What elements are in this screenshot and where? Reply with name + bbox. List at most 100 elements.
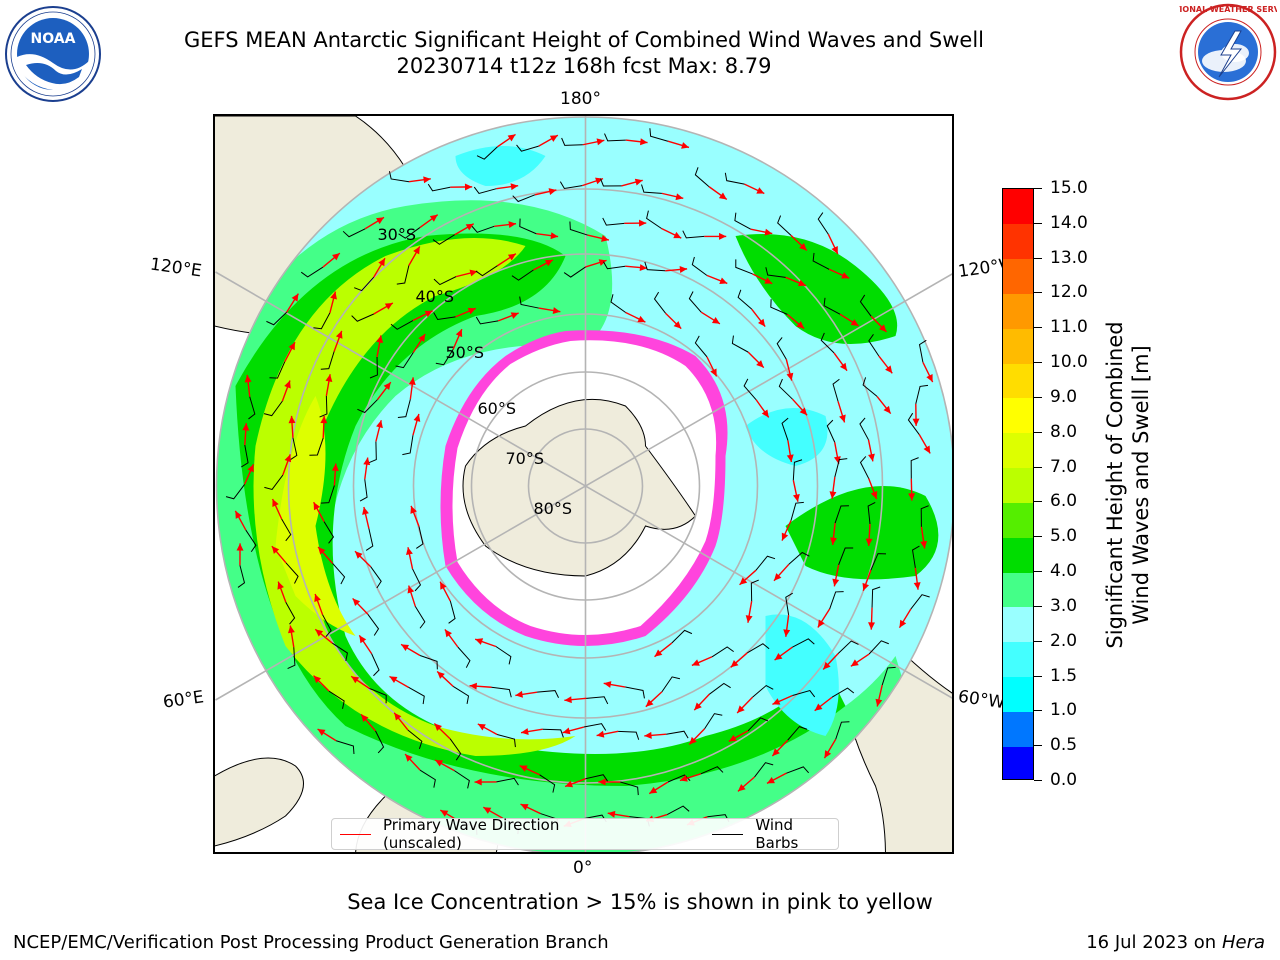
wind-barb [519,218,537,235]
colorbar-segment [1003,502,1033,538]
wave-arrow-head [817,619,825,628]
colorbar-tick-label: 0.0 [1050,770,1078,790]
wind-barb [792,689,816,698]
graticule [215,116,952,852]
wind-barb [287,647,296,670]
colorbar-label: Significant Height of Combined Wind Waves… [1102,321,1154,648]
colorbar-tick [1034,431,1042,433]
wave-arrow-head [870,490,878,499]
wind-barb [868,334,880,357]
colorbar-tick [1034,675,1042,677]
wind-barb [653,291,666,314]
wave-arrow-head [413,413,421,422]
wind-barb [371,653,380,677]
wave-arrow-head [772,698,781,705]
wave-arrow-head [639,219,647,227]
wave-arrow-head [383,382,391,391]
wave-arrow-head [679,266,688,273]
wind-barb [666,805,690,816]
map-legend: Primary Wave Direction (unscaled) Wind B… [331,816,839,852]
colorbar-segment [1003,293,1033,329]
wind-barb [427,183,451,192]
colorbar-segment [1003,537,1033,573]
wind-barb [910,457,919,479]
wind-barb [496,777,519,786]
wave-arrow-head [483,807,492,814]
wind-barb [454,770,470,789]
wave-arrow-head [799,242,807,251]
wave-arrow-head [739,577,748,585]
wind-barb [323,521,335,544]
wave-arrow-head [764,277,773,284]
wave-arrow-head [552,307,561,314]
colorbar-tick-label: 11.0 [1050,317,1088,338]
wave-arrow-head [277,581,284,590]
colorbar-tick [1034,536,1042,538]
colorbar-segment [1003,711,1033,747]
latitude-labels: 30°S 40°S 50°S 60°S 70°S 80°S [378,225,573,518]
wind-barb [266,311,287,326]
wind-barb [859,294,872,317]
wave-arrow-head [868,622,876,630]
wave-arrow-head [455,329,463,338]
wave-arrow-head [885,365,893,374]
wind-barb [285,602,296,625]
colorbar-tick [1034,222,1042,224]
wave-arrow-head [363,457,371,466]
wave-arrow-head [926,374,933,383]
wave-arrow-head [598,259,607,266]
wave-arrow-head [711,317,720,324]
wave-arrow-head [745,615,753,623]
wave-arrow-head [475,638,484,645]
sea-ice-caption: Sea Ice Concentration > 15% is shown in … [347,890,933,914]
wind-barb [309,437,324,456]
wave-arrow-head [376,217,384,225]
wave-arrow-head [694,702,702,711]
wave-arrow-head [429,214,438,222]
wind-barb [817,212,829,235]
wave-arrow-head [756,187,765,194]
colorbar-tick-label: 5.0 [1050,526,1078,547]
wind-barb [735,259,753,275]
wave-arrow-head [520,804,529,811]
wave-arrow-head [841,272,850,279]
wave-arrow-head [510,183,519,191]
wave-arrow-head [407,585,415,594]
lat-label-60s: 60°S [478,399,517,418]
wave-arrow-head [829,491,837,499]
wind-barb [237,565,246,588]
wind-barb [918,339,927,363]
colorbar-segment [1003,223,1033,260]
chart-title: GEFS MEAN Antarctic Significant Height o… [183,28,985,52]
wave-arrow-head [401,644,410,652]
wave-arrow-head [418,334,426,342]
wave-arrow-head [408,377,416,385]
wind-barb [419,655,438,670]
wave-arrow-head [850,659,859,667]
wave-arrow-head [649,786,658,794]
wave-arrow-head [376,335,384,344]
wind-barb [743,378,757,400]
colorbar-tick-label: 7.0 [1050,456,1078,477]
wave-arrow-head [637,315,646,323]
wind-barb [837,640,859,654]
wind-barb [412,568,422,592]
wind-barb [790,501,804,521]
wave-arrow-head [287,625,295,634]
wind-barb [300,266,324,278]
wind-barb [682,230,705,239]
colorbar-tick [1034,640,1042,642]
wind-barb [407,729,423,750]
wave-arrow-head [335,330,343,339]
colorbar-tick-label: 10.0 [1050,352,1088,373]
wave-arrow-head [758,318,766,327]
wave-arrow-head [474,778,482,786]
wind-barb [319,395,328,418]
wave-arrow-head [423,176,431,184]
wind-barb [354,276,375,292]
colorbar-tick [1034,605,1042,607]
wind-barb [332,642,349,661]
wave-arrow-head [330,291,337,300]
wind-barb [620,781,639,796]
colorbar-tick-label: 1.0 [1050,700,1078,721]
